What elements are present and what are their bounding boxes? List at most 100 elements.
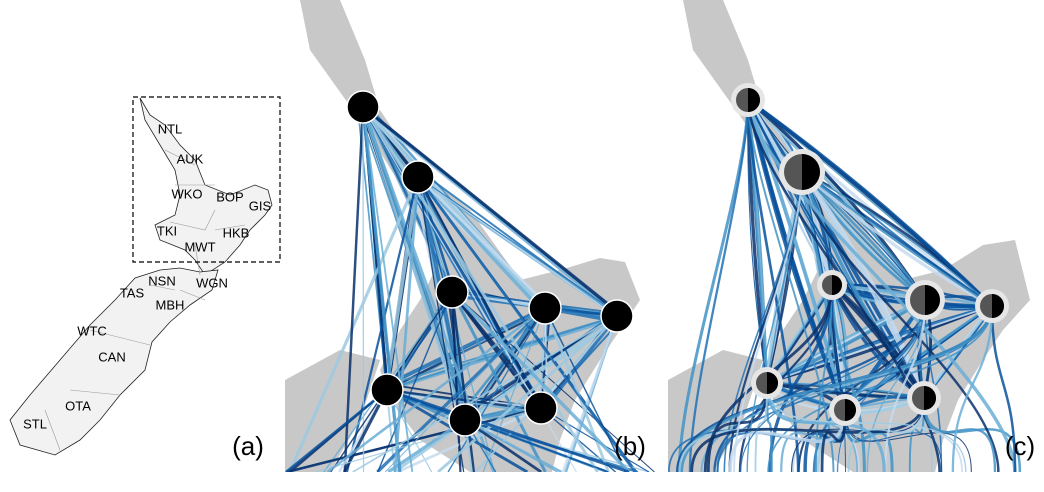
region-label: AUK (177, 151, 204, 166)
region-label: CAN (98, 349, 125, 364)
flow-edge (362, 106, 365, 472)
flow-edge (352, 315, 618, 472)
node-half (748, 88, 760, 112)
flow-edge (417, 176, 546, 304)
flow-edge (688, 99, 750, 472)
panel-a: NTL AUK WKO BOP GIS TKI HKB MWT NSN WGN TAS MBH WTC C… (9, 96, 281, 461)
flow-edge (831, 284, 847, 472)
flow-edge (464, 419, 558, 472)
flow-edge (377, 291, 453, 472)
node (524, 391, 558, 425)
flow-edge (922, 397, 997, 472)
flow-edge (990, 305, 1017, 472)
node (346, 90, 380, 124)
flow-edge (746, 99, 1017, 472)
flow-edge (383, 176, 420, 397)
flow-edge (923, 397, 933, 472)
flow-edge (740, 299, 926, 472)
flow-edge (766, 305, 993, 384)
region-label: OTA (65, 398, 91, 413)
flow-edge (326, 306, 546, 472)
flow-edge (690, 397, 926, 472)
node-half (925, 285, 940, 315)
region-label: WTC (77, 323, 107, 338)
node-half (767, 372, 778, 394)
north-island (139, 97, 273, 276)
flow-edge (315, 407, 542, 472)
region-label: WGN (196, 275, 228, 290)
flow-edge (343, 106, 365, 472)
flow-edge (820, 409, 847, 472)
flow-edge (884, 299, 927, 472)
flow-edge (417, 176, 617, 318)
panel-label: (a) (232, 431, 264, 461)
flow-edge (361, 106, 599, 472)
node (370, 373, 404, 407)
node-half (832, 275, 842, 295)
region-label: HKB (223, 225, 250, 240)
flow-edge (393, 314, 618, 472)
flow-edge (765, 382, 886, 472)
flow-edge (540, 407, 650, 472)
flow-edge (801, 171, 993, 307)
flow-edge (844, 409, 943, 472)
flow-edge (450, 290, 542, 410)
flow-edge (800, 170, 993, 308)
flow-edge (450, 290, 631, 472)
zoom-box (132, 96, 281, 263)
node (528, 291, 562, 325)
flow-edge (790, 397, 925, 472)
node (600, 299, 634, 333)
panel-c (668, 0, 1030, 472)
flow-edge (746, 98, 994, 308)
flow-edge (361, 106, 618, 317)
flow-edge (766, 382, 967, 472)
flow-edge (754, 382, 768, 472)
flow-edge (747, 99, 768, 384)
flow-edge (544, 307, 627, 472)
region-label: GIS (249, 198, 272, 213)
flow-edge (767, 305, 993, 472)
panel-b (285, 0, 655, 472)
flow-edge (766, 381, 925, 400)
panel-label: (b) (614, 431, 646, 461)
south-island (9, 267, 219, 456)
flow-edge (451, 291, 655, 472)
region-borders (44, 149, 246, 451)
flow-edge (706, 382, 769, 472)
flow-edge (768, 284, 834, 472)
flow-edge (924, 299, 943, 472)
flow-edge (766, 305, 993, 384)
flow-edge (746, 98, 926, 399)
flow-edge (746, 99, 769, 384)
region-label: STL (23, 416, 47, 431)
flow-edge (416, 175, 547, 317)
region-label: MWT (184, 239, 215, 254)
node (401, 160, 435, 194)
flow-edge (361, 106, 402, 472)
flow-edge (447, 307, 546, 472)
flow-edge (386, 388, 630, 472)
node-half (802, 154, 820, 190)
flow-edge (457, 307, 547, 418)
flow-edge (544, 314, 619, 408)
flow-edge (417, 176, 636, 472)
flow-edge (746, 99, 847, 411)
flow-edge (450, 291, 476, 472)
region-label: NTL (158, 121, 183, 136)
node (448, 403, 482, 437)
region-label: BOP (216, 189, 243, 204)
flow-edge (830, 283, 926, 399)
flow-edge (908, 397, 925, 472)
node-half (924, 386, 936, 410)
node-half (992, 294, 1004, 318)
flow-edge (801, 171, 993, 307)
region-label: MBH (156, 297, 185, 312)
flow-edge (847, 397, 925, 472)
region-label: TKI (157, 223, 177, 238)
flow-edge (733, 171, 803, 472)
flow-edge (376, 306, 547, 472)
flow-edge (288, 176, 420, 472)
flow-edge (417, 176, 616, 313)
